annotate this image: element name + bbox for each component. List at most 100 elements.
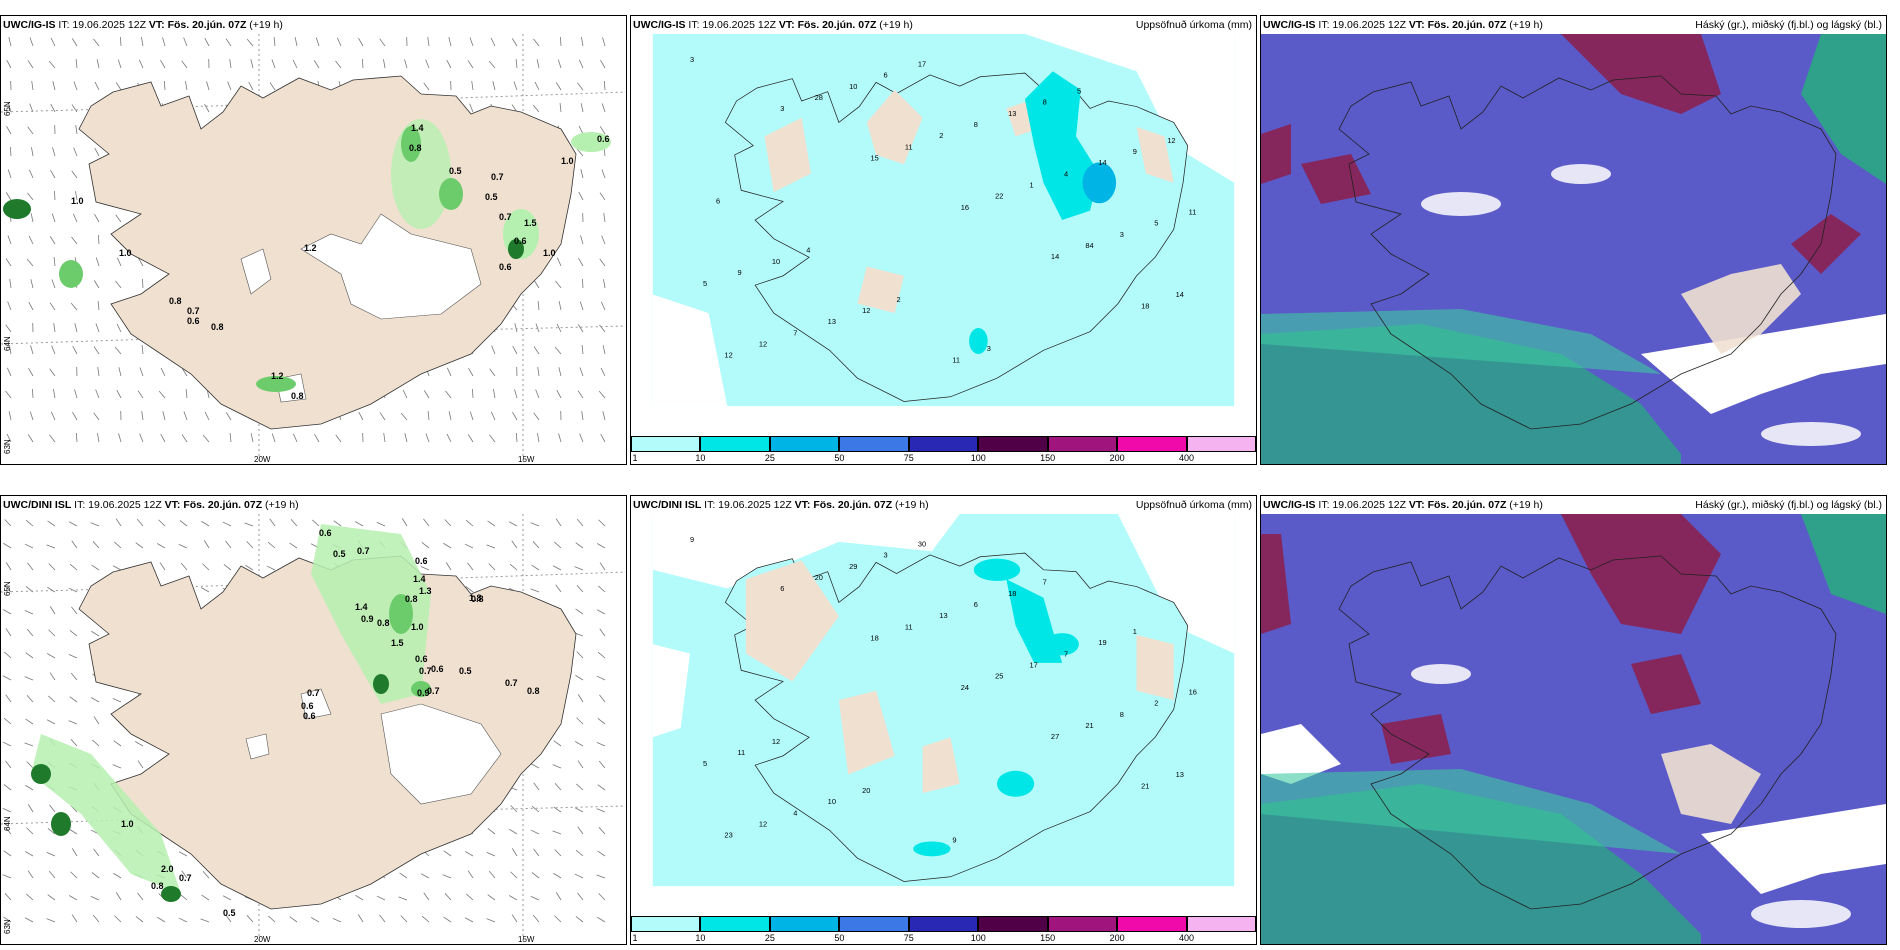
wind-barb bbox=[599, 562, 606, 571]
wind-barb bbox=[3, 717, 12, 725]
wind-barb bbox=[68, 521, 78, 527]
map-value-label: 2.0 bbox=[161, 864, 174, 874]
wind-barb bbox=[6, 433, 12, 443]
wind-barb bbox=[29, 103, 34, 113]
wind-barb bbox=[442, 874, 452, 879]
wind-barb bbox=[289, 916, 298, 923]
wind-barb bbox=[596, 808, 606, 813]
wind-barb bbox=[400, 412, 408, 421]
wind-barb bbox=[49, 368, 56, 377]
lead-time: (+19 h) bbox=[265, 499, 299, 511]
wind-barb bbox=[423, 390, 430, 399]
map-value-label: 9 bbox=[737, 268, 741, 277]
wind-barb bbox=[464, 917, 474, 923]
colorbar-swatch bbox=[1047, 916, 1118, 932]
wind-barb bbox=[8, 411, 12, 421]
map-value-label: 1 bbox=[1030, 180, 1034, 189]
wind-barb bbox=[160, 367, 166, 377]
wind-barb bbox=[467, 60, 474, 69]
colorbar-tick: 25 bbox=[764, 933, 775, 943]
wind-barb bbox=[555, 518, 562, 527]
wind-barb bbox=[71, 170, 78, 179]
colorbar-tick: 400 bbox=[1179, 933, 1195, 943]
map-value-label: 2 bbox=[939, 131, 943, 140]
wind-barb bbox=[489, 368, 496, 377]
wind-barb bbox=[597, 850, 606, 857]
lon-label: 20W bbox=[254, 455, 271, 464]
wind-barb bbox=[575, 916, 584, 923]
wind-barb bbox=[71, 540, 78, 549]
model-name: UWC/IG-IS bbox=[1263, 499, 1316, 511]
wind-barb bbox=[533, 38, 540, 47]
precip-shading bbox=[3, 119, 611, 392]
colorbar-tick: 150 bbox=[1040, 453, 1056, 463]
wind-barb bbox=[514, 389, 518, 399]
wind-barb bbox=[581, 278, 584, 289]
lon-label: 20W bbox=[254, 935, 271, 944]
map-value-label: 3 bbox=[987, 344, 991, 353]
wind-barb bbox=[69, 828, 78, 835]
wind-barb bbox=[596, 741, 606, 747]
wind-barb bbox=[2, 807, 12, 813]
model-name: UWC/IG-IS bbox=[633, 19, 686, 31]
wind-barb bbox=[227, 81, 232, 91]
wind-barb bbox=[579, 367, 584, 377]
map-value-label: 23 bbox=[724, 831, 732, 840]
map-value-label: 1 bbox=[1133, 627, 1137, 636]
map-value-label: 1.0 bbox=[119, 248, 132, 258]
wind-barb bbox=[554, 541, 562, 549]
wind-barb bbox=[510, 805, 518, 813]
wind-barb bbox=[508, 521, 518, 527]
wind-barb bbox=[48, 629, 56, 637]
wind-barb bbox=[471, 388, 474, 399]
wind-barb bbox=[313, 60, 320, 69]
wind-barb bbox=[90, 522, 100, 527]
colorbar-swatch bbox=[769, 436, 840, 452]
wind-barb bbox=[27, 126, 34, 135]
wind-barb bbox=[28, 235, 34, 245]
valid-time-label: VT: bbox=[164, 499, 181, 511]
map-value-label: 15 bbox=[870, 154, 878, 163]
wind-barb bbox=[597, 543, 606, 549]
wind-barb bbox=[51, 345, 56, 355]
wind-barb bbox=[27, 60, 34, 69]
wind-barb bbox=[379, 914, 386, 923]
wind-barb bbox=[603, 213, 606, 223]
wind-barb bbox=[289, 542, 298, 549]
wind-barb bbox=[202, 563, 210, 571]
colorbar-swatch bbox=[908, 916, 979, 932]
wind-barb bbox=[332, 917, 342, 923]
wind-barb bbox=[27, 870, 34, 879]
wind-barb bbox=[536, 59, 540, 69]
wind-barb bbox=[448, 37, 452, 47]
map-value-label: 0.6 bbox=[431, 664, 444, 674]
map-value-label: 4 bbox=[793, 808, 797, 817]
wind-barb bbox=[116, 389, 122, 399]
colorbar-tick: 100 bbox=[970, 933, 986, 943]
wind-barb bbox=[115, 214, 122, 223]
map-value-label: 9 bbox=[952, 835, 956, 844]
wind-barb bbox=[71, 848, 78, 857]
lon-label: 15W bbox=[518, 455, 535, 464]
wind-barb bbox=[399, 872, 408, 879]
wind-barb bbox=[533, 346, 540, 355]
wind-barb bbox=[29, 37, 34, 47]
wind-barb bbox=[6, 59, 12, 69]
wind-barb bbox=[467, 562, 474, 571]
wind-barb bbox=[157, 543, 166, 549]
map-value-label: 0.7 bbox=[357, 546, 370, 556]
panel-title: Háský (gr.), miðský (fj.bl.) og lágský (… bbox=[1695, 19, 1882, 31]
map-value-label: 20 bbox=[862, 786, 870, 795]
wind-barb bbox=[162, 37, 166, 47]
wind-barb bbox=[471, 81, 474, 91]
iceland-land bbox=[78, 555, 577, 910]
colorbar-tick: 100 bbox=[970, 453, 986, 463]
map-value-label: 0.5 bbox=[449, 166, 462, 176]
wind-barb bbox=[534, 81, 540, 91]
panel-wind-precip-dini: UWC/DINI ISL IT: 19.06.2025 12Z VT: Fös.… bbox=[0, 495, 627, 945]
wind-barb bbox=[575, 674, 584, 681]
map-value-label: 0.6 bbox=[415, 654, 428, 664]
wind-barb bbox=[600, 60, 606, 69]
valid-time: Fös. 20.jún. 07Z bbox=[167, 19, 247, 31]
wind-barb bbox=[24, 917, 34, 923]
